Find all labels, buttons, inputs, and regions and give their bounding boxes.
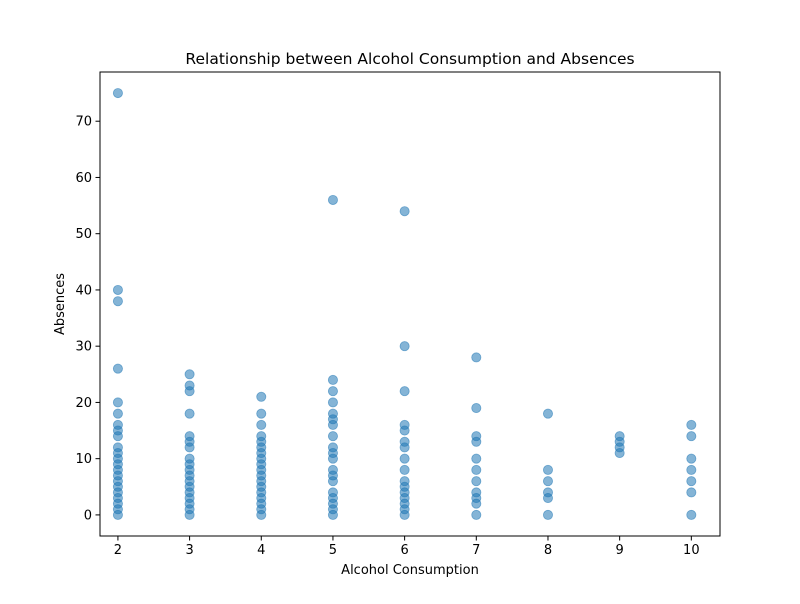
data-point (184, 408, 195, 419)
data-point (256, 509, 267, 520)
data-point (471, 403, 482, 414)
data-point (686, 453, 697, 464)
data-point (256, 391, 267, 402)
data-point (327, 386, 338, 397)
data-point (471, 509, 482, 520)
data-point (686, 464, 697, 475)
data-point (542, 464, 553, 475)
data-point (399, 425, 410, 436)
x-tick-label: 6 (400, 543, 408, 558)
plot-area-frame (99, 71, 721, 537)
data-point (686, 476, 697, 487)
y-tick-label: 30 (75, 340, 92, 355)
data-point (327, 419, 338, 430)
y-tick-label: 10 (75, 452, 92, 467)
y-tick-label: 0 (84, 508, 92, 523)
data-point (686, 509, 697, 520)
data-point (112, 363, 123, 374)
x-tick-label: 9 (616, 543, 624, 558)
y-tick-label: 50 (75, 227, 92, 242)
data-point (471, 453, 482, 464)
data-point (686, 419, 697, 430)
data-point (542, 509, 553, 520)
data-point (399, 464, 410, 475)
data-point (184, 442, 195, 453)
data-point (112, 509, 123, 520)
data-point (327, 476, 338, 487)
data-point (399, 509, 410, 520)
x-tick-label: 10 (683, 543, 700, 558)
data-point (471, 352, 482, 363)
data-point (112, 408, 123, 419)
data-point (327, 397, 338, 408)
data-point (327, 194, 338, 205)
y-tick-label: 40 (75, 283, 92, 298)
data-point (542, 476, 553, 487)
x-tick-label: 7 (472, 543, 480, 558)
data-point (399, 341, 410, 352)
data-point (542, 408, 553, 419)
data-point (686, 487, 697, 498)
data-point (399, 453, 410, 464)
x-axis-label: Alcohol Consumption (341, 563, 479, 578)
data-point (399, 386, 410, 397)
data-point (112, 397, 123, 408)
data-point (327, 509, 338, 520)
data-point (686, 431, 697, 442)
data-point (112, 284, 123, 295)
x-tick-label: 2 (114, 543, 122, 558)
x-tick-label: 5 (329, 543, 337, 558)
y-tick-label: 20 (75, 396, 92, 411)
data-point (399, 206, 410, 217)
data-point (184, 369, 195, 380)
data-point (471, 498, 482, 509)
data-point (471, 476, 482, 487)
data-point (184, 509, 195, 520)
data-point (399, 442, 410, 453)
data-point (471, 464, 482, 475)
data-point (256, 419, 267, 430)
axis-ticks: 2 3 4 5 6 7 8 9 10 0 10 20 30 40 50 60 70 (75, 115, 699, 558)
data-point (112, 88, 123, 99)
data-point (256, 408, 267, 419)
data-point (327, 431, 338, 442)
data-point (614, 448, 625, 459)
y-tick-label: 70 (75, 115, 92, 130)
data-point (184, 386, 195, 397)
data-point (471, 436, 482, 447)
data-point (112, 431, 123, 442)
data-point (112, 296, 123, 307)
y-axis-label: Absences (53, 273, 68, 335)
data-points (112, 88, 697, 520)
x-tick-label: 8 (544, 543, 552, 558)
x-tick-label: 3 (185, 543, 193, 558)
chart-title: Relationship between Alcohol Consumption… (185, 50, 634, 68)
y-tick-label: 60 (75, 171, 92, 186)
data-point (542, 493, 553, 504)
data-point (327, 453, 338, 464)
data-point (327, 374, 338, 385)
x-tick-label: 4 (257, 543, 265, 558)
